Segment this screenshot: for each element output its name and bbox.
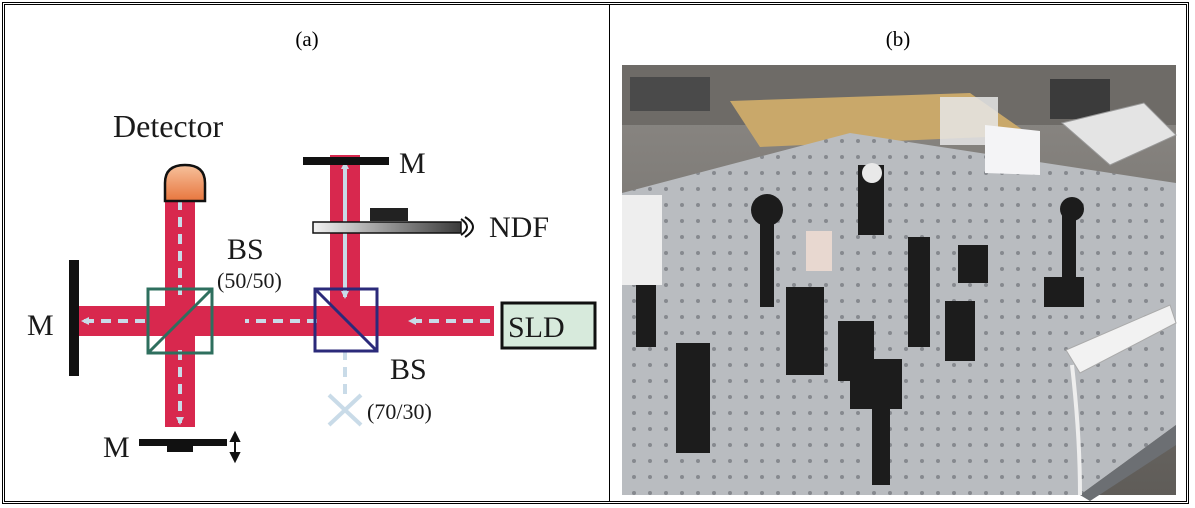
beam-direction-arrows	[81, 161, 490, 425]
beam-dump-x	[327, 393, 363, 427]
bottom-mirror-label: M	[103, 431, 130, 464]
beamsplitter-50-50	[146, 287, 214, 355]
beam-paths	[79, 155, 494, 427]
detector-label: Detector	[113, 108, 224, 144]
ndf-label: NDF	[489, 211, 549, 244]
power-strip	[1065, 304, 1177, 496]
sld-label: SLD	[508, 311, 565, 344]
bs-50-ratio: (50/50)	[217, 268, 282, 293]
top-mirror	[303, 157, 389, 165]
panel-a: (a)	[5, 5, 610, 501]
panel-b: (b)	[610, 5, 1186, 501]
left-mirror-label: M	[27, 309, 54, 342]
bottom-mirror	[139, 439, 227, 452]
bs-70-ratio: (70/30)	[367, 399, 432, 424]
bs-70-label: BS	[390, 353, 427, 386]
optical-mounts	[636, 163, 1084, 485]
interferometer-diagram: Detector BS (50/50) BS (70/30) M M M NDF…	[27, 108, 597, 464]
sld-source-box	[500, 301, 597, 350]
detector-icon	[163, 163, 207, 203]
beamsplitter-70-30	[313, 287, 379, 353]
white-screen	[985, 125, 1040, 175]
bs-50-label: BS	[227, 233, 264, 266]
panel-b-caption: (b)	[885, 27, 911, 51]
left-mirror	[69, 260, 79, 376]
panel-a-caption: (a)	[295, 27, 319, 51]
translation-arrow-icon	[229, 430, 241, 464]
ndf-filter	[312, 208, 474, 238]
setup-photo	[622, 65, 1177, 501]
top-mirror-label: M	[399, 147, 426, 180]
